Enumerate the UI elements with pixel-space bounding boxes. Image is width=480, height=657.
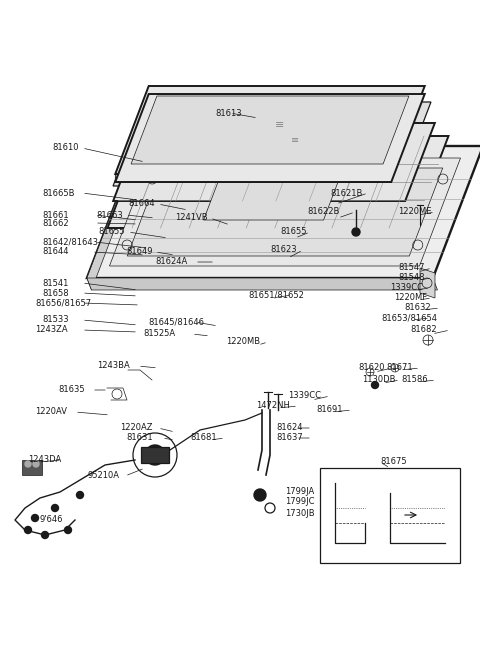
Text: ≡: ≡ — [276, 120, 285, 130]
Text: 81649: 81649 — [126, 248, 153, 256]
Bar — [320, 468, 460, 563]
Text: 81665B: 81665B — [42, 189, 74, 198]
Circle shape — [32, 514, 38, 522]
Text: 1220AZ: 1220AZ — [120, 424, 153, 432]
Text: 81662: 81662 — [42, 219, 69, 227]
Text: 81621B: 81621B — [330, 189, 362, 198]
Text: 1339CC: 1339CC — [390, 284, 423, 292]
Text: 81661: 81661 — [42, 210, 69, 219]
Text: 81613: 81613 — [215, 108, 241, 118]
Text: 81620: 81620 — [358, 363, 384, 373]
Text: 1241VB: 1241VB — [175, 214, 208, 223]
Text: 95210A: 95210A — [88, 472, 120, 480]
Text: 81644: 81644 — [42, 248, 69, 256]
Text: 81610: 81610 — [52, 143, 79, 152]
Circle shape — [352, 228, 360, 236]
Text: 1243ZA: 1243ZA — [35, 325, 68, 334]
Polygon shape — [420, 268, 435, 298]
Text: 81651/81652: 81651/81652 — [248, 290, 304, 300]
Text: 81656/81657: 81656/81657 — [35, 298, 91, 307]
Circle shape — [51, 505, 59, 512]
Text: 81653/81654: 81653/81654 — [381, 313, 437, 323]
Text: 81655: 81655 — [98, 227, 124, 237]
Polygon shape — [113, 102, 431, 186]
Polygon shape — [115, 94, 425, 182]
Text: 81623: 81623 — [270, 246, 297, 254]
Text: 1339CC: 1339CC — [288, 392, 321, 401]
Text: 1472NH: 1472NH — [256, 401, 290, 411]
Text: 81635: 81635 — [58, 386, 84, 394]
Text: 81631: 81631 — [126, 434, 153, 443]
Text: 81533: 81533 — [42, 315, 69, 325]
Text: 81664: 81664 — [128, 200, 155, 208]
Text: 81548: 81548 — [398, 273, 424, 283]
Polygon shape — [131, 96, 409, 164]
Polygon shape — [113, 123, 435, 201]
Circle shape — [76, 491, 84, 499]
Circle shape — [41, 532, 48, 539]
Polygon shape — [115, 174, 391, 182]
Text: 81525A: 81525A — [143, 330, 175, 338]
Polygon shape — [115, 86, 149, 182]
Text: 81624A: 81624A — [155, 258, 187, 267]
Text: 81622B: 81622B — [307, 208, 339, 217]
Polygon shape — [87, 278, 437, 290]
Polygon shape — [115, 86, 425, 174]
Text: 81547: 81547 — [398, 263, 424, 273]
Text: 1730JB: 1730JB — [285, 509, 314, 518]
Text: 81637: 81637 — [276, 434, 303, 443]
Circle shape — [64, 526, 72, 533]
Polygon shape — [204, 144, 352, 220]
Polygon shape — [127, 168, 443, 256]
Polygon shape — [130, 110, 414, 178]
Text: 81541: 81541 — [42, 279, 68, 288]
Circle shape — [24, 526, 32, 533]
Text: 81658: 81658 — [42, 288, 69, 298]
Text: 1220AV: 1220AV — [35, 407, 67, 417]
Text: 81645/81646: 81645/81646 — [148, 317, 204, 327]
Text: 1799JC: 1799JC — [285, 497, 314, 507]
Circle shape — [254, 489, 266, 501]
Text: 81586: 81586 — [401, 376, 428, 384]
Circle shape — [372, 382, 379, 388]
Text: 81642/81643: 81642/81643 — [42, 237, 98, 246]
Text: 81682: 81682 — [410, 325, 437, 334]
Text: 81671: 81671 — [386, 363, 413, 373]
Circle shape — [145, 445, 165, 465]
Polygon shape — [109, 158, 460, 266]
Text: 9'646: 9'646 — [40, 516, 63, 524]
Text: 1220ME: 1220ME — [398, 208, 432, 217]
Polygon shape — [87, 146, 142, 290]
Text: 1243BA: 1243BA — [97, 361, 130, 371]
Text: 1220MF: 1220MF — [394, 294, 427, 302]
Text: 81675: 81675 — [380, 457, 407, 466]
Polygon shape — [141, 447, 169, 463]
Polygon shape — [22, 460, 42, 475]
Text: ≡: ≡ — [291, 135, 299, 145]
Circle shape — [33, 461, 39, 467]
Polygon shape — [108, 136, 448, 228]
Text: 1799JA: 1799JA — [285, 487, 314, 497]
Text: 81663: 81663 — [96, 210, 123, 219]
Text: 1243DA: 1243DA — [28, 455, 61, 464]
Text: 81655: 81655 — [280, 227, 307, 237]
Text: 81624: 81624 — [276, 424, 302, 432]
Text: 1130DB: 1130DB — [362, 376, 396, 384]
Circle shape — [25, 461, 31, 467]
Text: 1220MB: 1220MB — [226, 338, 260, 346]
Polygon shape — [87, 146, 480, 278]
Text: 81632: 81632 — [404, 304, 431, 313]
Text: 81681: 81681 — [190, 434, 216, 443]
Text: 81691: 81691 — [316, 405, 343, 415]
